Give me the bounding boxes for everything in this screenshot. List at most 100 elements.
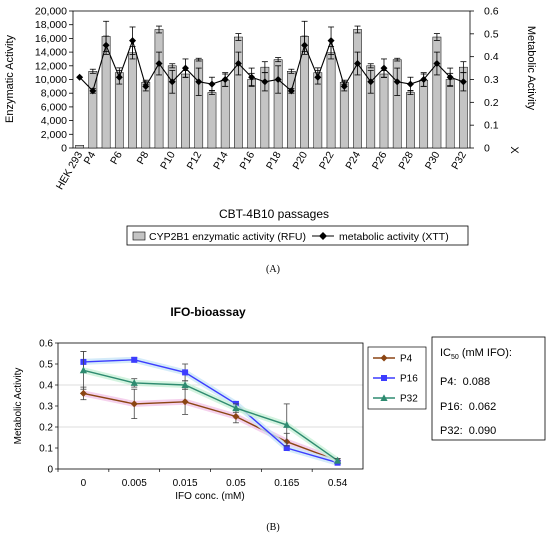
x-tick-label: 0.54 bbox=[328, 478, 348, 489]
left-tick-label: 16,000 bbox=[35, 33, 67, 45]
bar-hek-293 bbox=[75, 145, 84, 149]
x-tick-label: P28 bbox=[396, 149, 416, 171]
y-tick-label: 0.1 bbox=[39, 444, 53, 455]
diamond-marker bbox=[181, 64, 189, 72]
diamond-marker bbox=[248, 73, 256, 81]
diamond-marker bbox=[181, 398, 189, 406]
panel-a-legend-box bbox=[126, 225, 469, 246]
x-tick-label: P6 bbox=[108, 149, 125, 166]
ic50-box: IC50 (mM IFO): P4: 0.088 P16: 0.062 P32:… bbox=[431, 336, 546, 441]
panel-a-right-axis-extra-label: X bbox=[508, 146, 520, 154]
bar-p23 bbox=[339, 81, 349, 149]
ic50-row-p4: P4: 0.088 bbox=[440, 376, 490, 388]
legend-bar-swatch bbox=[132, 231, 146, 241]
panel-b-caption: (B) bbox=[266, 522, 279, 533]
ic50-row-p16: P16: 0.062 bbox=[440, 401, 496, 413]
diamond-marker bbox=[89, 87, 97, 95]
bar-p14 bbox=[220, 79, 230, 149]
triangle-marker bbox=[333, 456, 342, 464]
ic50-heading: IC50 (mM IFO): bbox=[440, 347, 512, 361]
panel-b-title: IFO-bioassay bbox=[170, 305, 246, 319]
x-tick-label: P26 bbox=[370, 149, 390, 171]
square-marker bbox=[182, 369, 189, 376]
bar-p29 bbox=[419, 79, 429, 149]
y-tick-label: 0.4 bbox=[39, 381, 53, 392]
left-tick-label: 14,000 bbox=[35, 47, 67, 59]
diamond-marker bbox=[340, 82, 348, 90]
legend-diamond-marker bbox=[319, 232, 327, 240]
triangle-marker bbox=[130, 379, 138, 386]
panel-b-y-axis-label: Metabolic Activity bbox=[13, 368, 24, 445]
diamond-marker bbox=[142, 82, 150, 90]
ic50-heading-main: IC bbox=[440, 347, 451, 359]
panel-a-legend: CYP2B1 enzymatic activity (RFU) metaboli… bbox=[126, 225, 469, 246]
x-tick-label: HEK 293 bbox=[54, 149, 85, 192]
bar-p22 bbox=[326, 52, 336, 149]
left-tick-label: 2,000 bbox=[41, 129, 67, 141]
x-tick-label: 0 bbox=[81, 478, 87, 489]
triangle-marker bbox=[181, 381, 189, 388]
legend-label-p32: P32 bbox=[400, 394, 418, 405]
left-tick-label: 4,000 bbox=[41, 115, 67, 127]
diamond-marker bbox=[459, 78, 467, 86]
triangle-marker bbox=[283, 421, 291, 428]
legend-line-label: metabolic activity (XTT) bbox=[339, 231, 449, 243]
bar-p8 bbox=[141, 81, 151, 149]
diamond-marker bbox=[420, 76, 428, 83]
right-tick-label: 0.1 bbox=[484, 120, 499, 132]
triangle-marker bbox=[380, 394, 388, 401]
bar-p28 bbox=[406, 92, 415, 149]
bar-p11 bbox=[181, 73, 190, 149]
ic50-heading-sub: 50 bbox=[451, 354, 459, 361]
left-tick-label: 18,000 bbox=[35, 19, 67, 31]
diamond-marker bbox=[221, 76, 229, 83]
diamond-marker bbox=[393, 78, 401, 86]
diamond-marker bbox=[155, 60, 163, 68]
panel-a-right-ticks: 0 0.1 0.2 0.3 0.4 0.5 0.6 bbox=[470, 6, 499, 155]
diamond-marker bbox=[130, 400, 138, 408]
diamond-marker bbox=[406, 80, 414, 88]
left-tick-label: 6,000 bbox=[41, 101, 67, 113]
ic50-heading-rest: (mM IFO): bbox=[459, 347, 512, 359]
y-tick-label: 0.2 bbox=[39, 423, 53, 434]
diamond-marker bbox=[168, 78, 176, 86]
right-tick-label: 0.5 bbox=[484, 28, 499, 40]
diamond-marker bbox=[102, 41, 110, 49]
metabolic-activity-line bbox=[79, 38, 464, 92]
x-tick-label: P18 bbox=[264, 149, 284, 171]
left-tick-label: 8,000 bbox=[41, 88, 67, 100]
left-tick-label: 12,000 bbox=[35, 60, 67, 72]
diamond-marker bbox=[433, 60, 441, 68]
diamond-marker bbox=[367, 78, 375, 86]
diamond-marker bbox=[232, 413, 240, 420]
square-marker bbox=[381, 375, 387, 381]
y-tick-label: 0.6 bbox=[39, 339, 53, 350]
right-tick-label: 0.4 bbox=[484, 51, 499, 63]
right-tick-label: 0.2 bbox=[484, 97, 499, 109]
right-tick-label: 0.3 bbox=[484, 74, 499, 86]
series-line bbox=[83, 359, 338, 464]
diamond-marker bbox=[76, 73, 84, 81]
square-marker bbox=[283, 445, 290, 451]
y-tick-label: 0 bbox=[47, 465, 53, 476]
panel-b-x-tick-labels: 0 0.005 0.015 0.05 0.165 0.54 bbox=[57, 469, 348, 489]
diamond-marker bbox=[195, 78, 203, 86]
x-tick-label: 0.05 bbox=[226, 478, 246, 489]
diamond-marker bbox=[301, 41, 309, 49]
panel-b-chart: IFO-bioassay 00.10.20.30.40.50.6 0 0.005 0… bbox=[13, 305, 546, 533]
right-tick-label: 0.6 bbox=[484, 6, 499, 18]
panel-b-series bbox=[79, 350, 342, 466]
panel-a-left-axis-label: Enzymatic Activity bbox=[4, 34, 16, 123]
panel-a-line-series bbox=[76, 26, 467, 96]
diamond-marker bbox=[446, 73, 454, 81]
x-tick-label: P4 bbox=[82, 149, 99, 166]
panel-a-right-axis-label: Metabolic Activity bbox=[525, 26, 537, 111]
series-line bbox=[83, 392, 338, 462]
x-tick-label: P20 bbox=[290, 149, 310, 171]
triangle-marker bbox=[79, 366, 88, 374]
x-tick-label: P16 bbox=[238, 149, 258, 171]
diamond-marker bbox=[287, 87, 295, 95]
